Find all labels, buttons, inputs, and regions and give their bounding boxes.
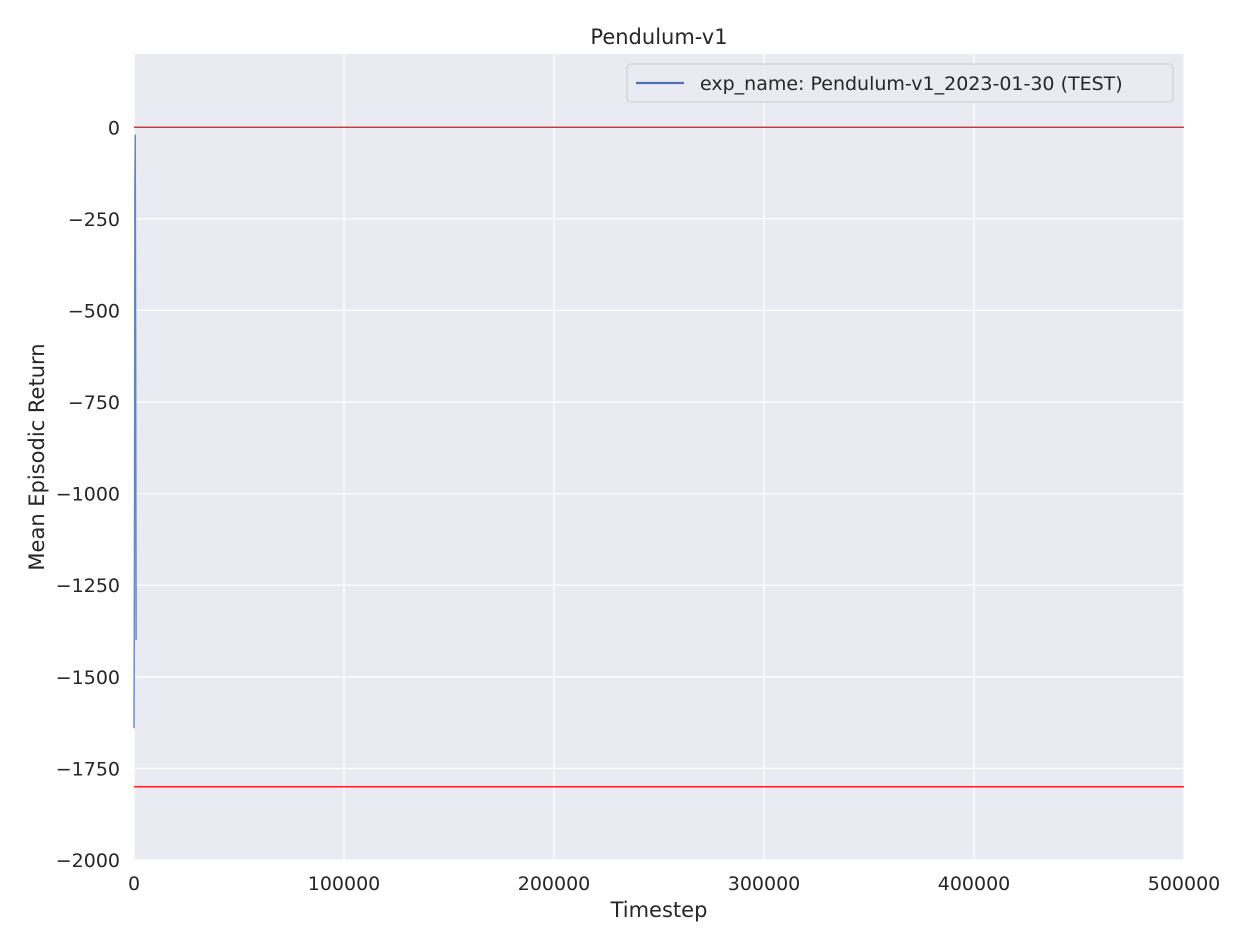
legend: exp_name: Pendulum-v1_2023-01-30 (TEST) xyxy=(626,63,1174,103)
x-tick-label: 200000 xyxy=(518,873,591,895)
x-axis-label: Timestep xyxy=(610,898,708,922)
x-tick-labels: 0 100000 200000 300000 400000 500000 xyxy=(128,873,1220,895)
y-tick-label: −1750 xyxy=(56,758,120,780)
grid xyxy=(133,54,1185,861)
x-tick-label: 500000 xyxy=(1148,873,1221,895)
series-line xyxy=(133,134,137,729)
y-tick-labels: 0 −250 −500 −750 −1000 −1250 −1500 −1750 −2000 xyxy=(56,117,120,872)
y-tick-label: 0 xyxy=(108,117,120,139)
y-axis-label: Mean Episodic Return xyxy=(25,343,49,570)
x-tick-label: 300000 xyxy=(728,873,801,895)
y-tick-label: −1500 xyxy=(56,667,120,689)
plot-background xyxy=(134,54,1184,860)
x-tick-label: 400000 xyxy=(938,873,1011,895)
reference-lines xyxy=(134,126,1184,788)
series-lines xyxy=(133,134,137,729)
y-tick-label: −1000 xyxy=(56,484,120,506)
y-tick-label: −750 xyxy=(68,392,120,414)
y-tick-label: −500 xyxy=(68,300,120,322)
y-tick-label: −1250 xyxy=(56,575,120,597)
legend-box xyxy=(626,63,1174,103)
x-tick-label: 100000 xyxy=(308,873,381,895)
chart-title: Pendulum-v1 xyxy=(590,25,727,49)
x-tick-label: 0 xyxy=(128,873,140,895)
legend-entry-label: exp_name: Pendulum-v1_2023-01-30 (TEST) xyxy=(700,73,1123,95)
y-tick-label: −250 xyxy=(68,209,120,231)
y-tick-label: −2000 xyxy=(56,850,120,872)
